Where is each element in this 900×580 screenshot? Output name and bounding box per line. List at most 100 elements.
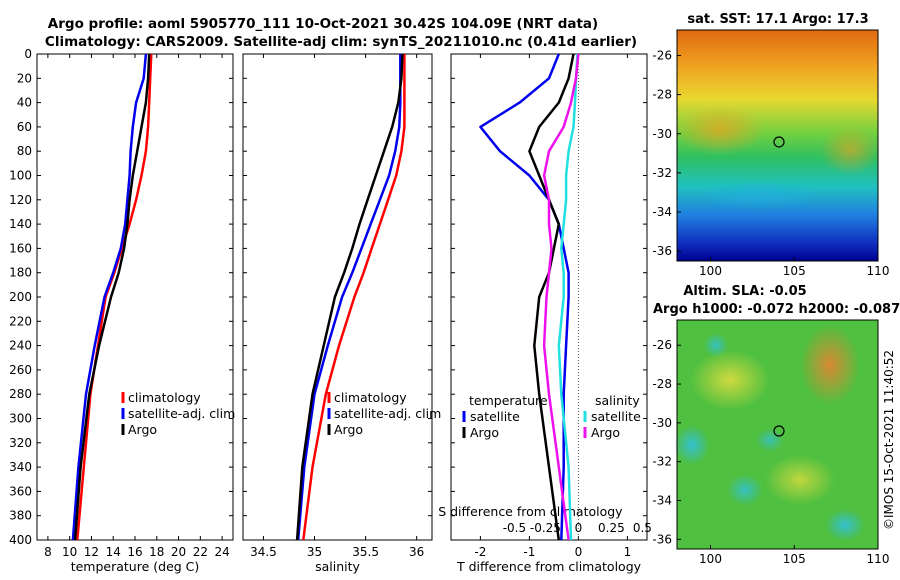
y-tick-label: 100 — [9, 169, 32, 183]
legend-label: Argo — [591, 425, 620, 440]
sst-warm-patch — [675, 105, 765, 155]
y-tick-label: 120 — [9, 193, 32, 207]
map-y-tick-label: -36 — [652, 532, 672, 546]
y-tick-label: 0 — [24, 47, 32, 61]
y-tick-label: 340 — [9, 460, 32, 474]
legend-label: satellite — [591, 409, 641, 424]
x-tick-label: 8 — [44, 545, 52, 559]
sla-low-patch — [727, 474, 763, 506]
argo-location-marker — [773, 136, 785, 148]
x-tick-label: 16 — [127, 545, 142, 559]
sla-high-patch — [690, 350, 770, 410]
argo-location-marker — [773, 425, 785, 437]
sla-map-panel: Altim. SLA: -0.05 Argo h1000: -0.072 h20… — [652, 284, 900, 566]
x-tick-label: -2 — [474, 545, 486, 559]
legend-label: Argo — [470, 425, 499, 440]
map-x-tick-label: 110 — [867, 264, 890, 278]
legend-label: climatology — [128, 390, 201, 405]
legend-label: satellite — [470, 409, 520, 424]
x-tick-label: 0 — [575, 545, 583, 559]
sst-map-panel: sat. SST: 17.1 Argo: 17.3 100 105 110 -26 -2… — [652, 12, 889, 278]
x-tick-label: 18 — [149, 545, 164, 559]
figure-title-line2: Climatology: CARS2009. Satellite-adj cli… — [45, 34, 637, 50]
sla-low-patch — [756, 428, 784, 452]
y-tick-label: 400 — [9, 533, 32, 547]
map-y-tick-label: -32 — [652, 455, 672, 469]
map-frame — [676, 29, 879, 262]
y-tick-label: 300 — [9, 412, 32, 426]
y-tick-label: 80 — [17, 144, 32, 158]
sla-high-patch — [765, 455, 835, 505]
sla-low-patch — [674, 425, 710, 465]
difference-panel: -2 -1 0 1T difference from climatology S dif… — [438, 53, 652, 574]
series-line-satellite-adj-clim — [296, 54, 402, 541]
map-x-tick-label: 110 — [867, 552, 890, 566]
map-x-tick-label: 105 — [783, 264, 806, 278]
y-tick-label: 60 — [17, 120, 32, 134]
sla-map-title-line1: Altim. SLA: -0.05 — [683, 284, 806, 299]
series-line-s-satellite — [557, 53, 579, 541]
series-line-t-argo — [528, 53, 575, 541]
sst-map-title: sat. SST: 17.1 Argo: 17.3 — [687, 12, 868, 27]
map-y-tick-label: -32 — [652, 166, 672, 180]
map-y-tick-label: -30 — [652, 416, 672, 430]
y-tick-label: 180 — [9, 266, 32, 280]
s-tick-label: -0.25 — [530, 521, 561, 535]
sla-low-patch — [704, 333, 728, 357]
map-y-tick-label: -34 — [652, 493, 672, 507]
series-line-s-argo — [542, 53, 580, 541]
x-tick-label: 10 — [62, 545, 77, 559]
s-tick-label: 0 — [575, 521, 583, 535]
map-y-tick-label: -28 — [652, 377, 672, 391]
x-axis-label: salinity — [315, 559, 360, 574]
sla-low-patch — [825, 509, 865, 541]
x-tick-label: 35.5 — [352, 545, 379, 559]
x-tick-label: 35 — [307, 545, 322, 559]
series-line-argo — [295, 53, 404, 541]
series-line-climatology — [302, 54, 406, 541]
timestamp: ©IMOS 15-Oct-2021 11:40:52 — [882, 350, 896, 530]
map-y-tick-label: -30 — [652, 127, 672, 141]
y-tick-label: 380 — [9, 509, 32, 523]
legend-label: climatology — [334, 390, 407, 405]
y-tick-label: 220 — [9, 314, 32, 328]
x-tick-label: 1 — [624, 545, 632, 559]
y-tick-label: 320 — [9, 436, 32, 450]
y-tick-label: 200 — [9, 290, 32, 304]
s-tick-label: -0.5 — [503, 521, 526, 535]
s-axis-label: S difference from climatology — [438, 504, 623, 519]
plot-frame — [242, 53, 433, 541]
map-y-tick-label: -36 — [652, 244, 672, 258]
sla-high-patch — [800, 325, 860, 405]
series-line-satellite-adj-clim — [71, 53, 148, 541]
map-x-tick-label: 105 — [783, 552, 806, 566]
y-tick-label: 160 — [9, 241, 32, 255]
map-y-tick-label: -26 — [652, 48, 672, 62]
map-x-tick-label: 100 — [699, 552, 722, 566]
legend-header-salinity: salinity — [595, 393, 640, 408]
series-line-argo — [73, 53, 151, 541]
map-y-tick-label: -34 — [652, 205, 672, 219]
map-y-tick-label: -28 — [652, 88, 672, 102]
map-y-tick-label: -26 — [652, 338, 672, 352]
plot-frame — [36, 53, 234, 541]
x-tick-label: 20 — [171, 545, 186, 559]
legend-header-temperature: temperature — [469, 393, 548, 408]
s-tick-label: 0.25 — [598, 521, 625, 535]
sla-map-title-line2: Argo h1000: -0.072 h2000: -0.087 — [653, 302, 900, 317]
x-tick-label: -1 — [523, 545, 535, 559]
y-tick-label: 240 — [9, 339, 32, 353]
x-axis-label: temperature (deg C) — [71, 559, 200, 574]
x-tick-label: 22 — [193, 545, 208, 559]
y-tick-label: 40 — [17, 96, 32, 110]
x-tick-label: 24 — [214, 545, 229, 559]
x-axis-label: T difference from climatology — [456, 559, 642, 574]
legend-label: satellite-adj. clim — [128, 406, 235, 421]
legend-label: Argo — [334, 422, 363, 437]
legend-label: Argo — [128, 422, 157, 437]
x-tick-label: 36 — [409, 545, 424, 559]
map-frame — [676, 319, 879, 550]
figure-title-line1: Argo profile: aoml 5905770_111 10-Oct-20… — [48, 16, 598, 32]
y-tick-label: 140 — [9, 217, 32, 231]
